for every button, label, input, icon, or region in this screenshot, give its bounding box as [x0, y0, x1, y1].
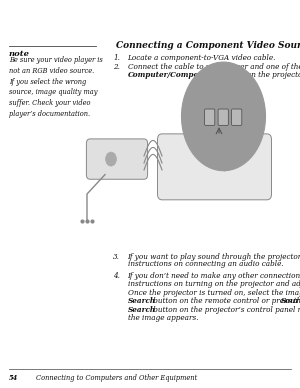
Text: Computer/Component: Computer/Component: [128, 71, 218, 79]
Text: button on the remote control or press the: button on the remote control or press th…: [151, 297, 300, 305]
Text: Search: Search: [128, 297, 156, 305]
Text: note: note: [9, 50, 30, 59]
FancyBboxPatch shape: [218, 109, 228, 125]
Text: 1.: 1.: [113, 54, 120, 62]
Text: 2.: 2.: [113, 63, 120, 71]
FancyBboxPatch shape: [158, 134, 272, 200]
Text: Connecting to Computers and Other Equipment: Connecting to Computers and Other Equipm…: [36, 374, 197, 382]
Text: Source: Source: [281, 297, 300, 305]
Text: Be sure your video player is
not an RGB video source.
If you select the wrong
so: Be sure your video player is not an RGB …: [9, 56, 103, 118]
Text: 4.: 4.: [113, 272, 120, 280]
Text: 3.: 3.: [113, 253, 120, 261]
Text: If you want to play sound through the projector, see page 56 for: If you want to play sound through the pr…: [128, 253, 300, 261]
Text: Connecting a Component Video Source: Connecting a Component Video Source: [116, 41, 300, 50]
FancyBboxPatch shape: [205, 109, 215, 125]
Circle shape: [106, 152, 116, 166]
Text: Once the projector is turned on, select the image source: press the: Once the projector is turned on, select …: [128, 289, 300, 297]
Text: Locate a component-to-VGA video cable.: Locate a component-to-VGA video cable.: [128, 54, 276, 62]
Text: Search: Search: [128, 306, 156, 314]
Text: Connect the cable to your player and one of the: Connect the cable to your player and one…: [128, 63, 300, 71]
FancyBboxPatch shape: [232, 109, 242, 125]
Text: instructions on connecting an audio cable.: instructions on connecting an audio cabl…: [128, 260, 283, 268]
Text: If you don’t need to make any other connections, see page 18 for: If you don’t need to make any other conn…: [128, 272, 300, 280]
Text: button on the projector’s control panel repeatedly until: button on the projector’s control panel …: [151, 306, 300, 314]
FancyBboxPatch shape: [86, 139, 148, 179]
Text: connectors on the projector.: connectors on the projector.: [202, 71, 300, 79]
Text: 54: 54: [9, 374, 18, 382]
Text: the image appears.: the image appears.: [128, 314, 198, 322]
Circle shape: [182, 62, 266, 171]
Text: instructions on turning on the projector and adjusting the image.: instructions on turning on the projector…: [128, 280, 300, 288]
